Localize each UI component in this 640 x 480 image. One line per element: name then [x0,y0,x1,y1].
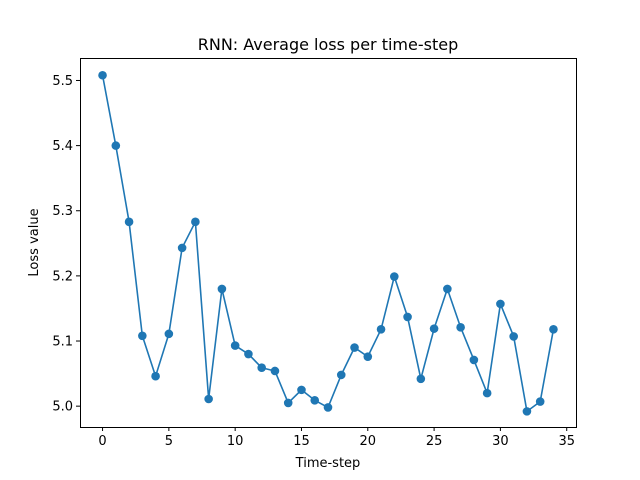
data-point [151,371,160,381]
y-axis-ticks: 5.0 5.1 5.2 5.3 5.4 5.5 [52,74,80,415]
data-point [323,403,333,412]
x-tick-label: 5 [165,434,173,449]
data-point [549,324,558,334]
y-tick-label: 5.4 [52,139,73,154]
data-point [496,299,505,309]
data-point [310,395,320,405]
data-point [244,349,253,359]
data-point [124,217,134,227]
plot-area [80,58,576,427]
y-tick-label: 5.5 [52,74,73,89]
data-point [416,374,426,384]
y-axis-label: Loss value [27,208,42,276]
data-point [403,312,412,322]
data-point [469,355,479,365]
x-axis-ticks: 0 5 10 15 20 25 30 35 [98,427,575,449]
data-point [509,332,518,341]
data-point [164,329,174,339]
data-point [138,331,147,341]
y-tick-label: 5.1 [52,335,73,350]
x-tick-label: 35 [558,434,575,449]
data-point [350,343,359,352]
data-point [283,398,293,408]
y-tick-label: 5.0 [52,400,73,415]
plot-frame [80,58,577,428]
data-point [376,324,386,334]
data-series [98,70,558,416]
data-point [98,70,107,80]
x-tick-label: 0 [98,434,106,449]
x-tick-label: 10 [227,434,244,449]
data-point [297,385,306,395]
data-point [111,141,121,150]
data-point [336,370,346,380]
x-tick-label: 15 [293,434,310,449]
data-point [204,394,213,404]
data-point [482,388,492,398]
data-point [429,324,439,333]
data-point [443,284,452,294]
data-point [191,217,200,227]
chart-title: RNN: Average loss per time-step [198,35,459,54]
x-axis-label: Time-step [295,456,361,471]
y-tick-label: 5.3 [52,204,73,219]
data-point [230,341,240,350]
y-tick-label: 5.2 [52,269,73,284]
data-point [456,323,465,332]
data-point [390,272,399,281]
data-point [217,284,227,294]
x-tick-label: 20 [360,434,377,449]
x-tick-label: 25 [426,434,443,449]
data-point [177,243,187,253]
data-point [535,397,545,406]
x-tick-label: 30 [492,434,509,449]
data-point [270,366,280,376]
data-point [522,407,532,416]
data-point [257,363,266,373]
data-point [363,352,373,361]
